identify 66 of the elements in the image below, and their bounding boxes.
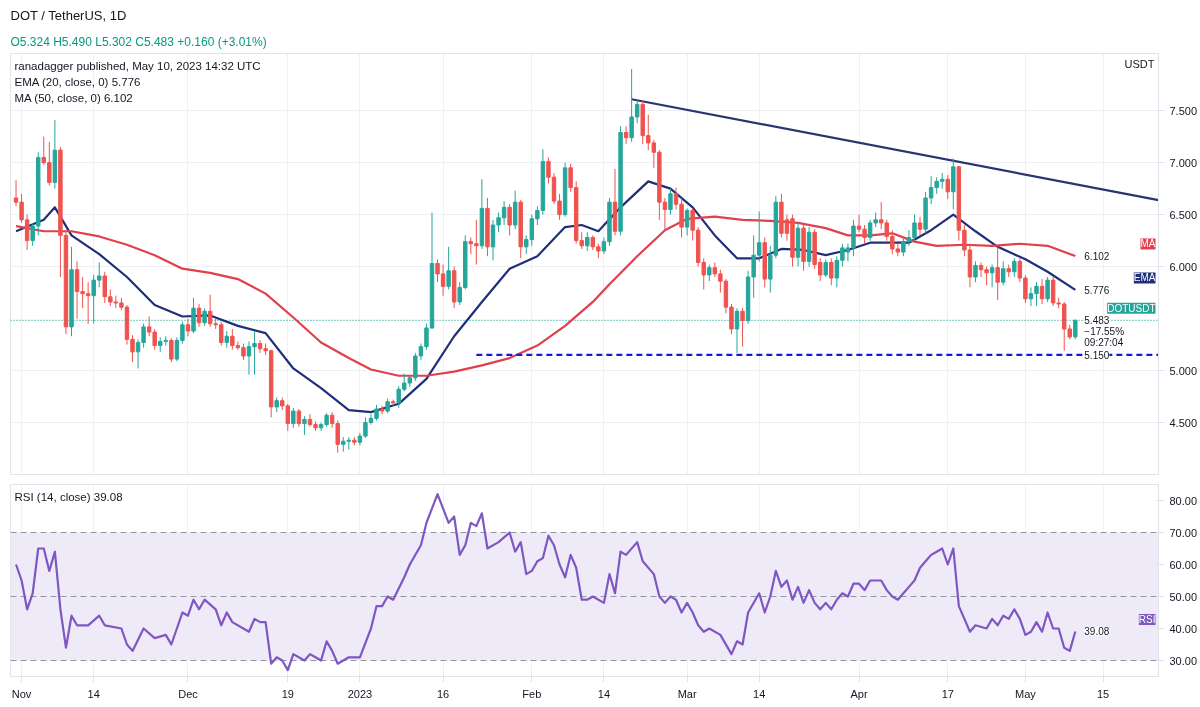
y-tick-label: 80.00: [1169, 494, 1198, 507]
annotation: 5.150: [1084, 349, 1110, 361]
candlestick: [829, 257, 834, 286]
x-tick-label: 14: [753, 687, 766, 700]
annotation: 5.483: [1084, 315, 1110, 327]
y-tick-label: 7.000: [1169, 156, 1198, 169]
candlestick: [512, 190, 518, 230]
chart-subtitle: O5.324 H5.490 L5.302 C5.483 +0.160 (+3.01%): [10, 34, 267, 49]
annotation: MA (50, close, 0) 6.102: [14, 91, 133, 104]
x-tick-label: 14: [597, 687, 611, 700]
x-tick-label: 15: [1096, 687, 1110, 700]
ref-line-label: DOTUSDT: [1107, 302, 1156, 314]
text: MA: [1140, 238, 1156, 250]
x-tick-label: 17: [941, 687, 954, 700]
candlestick: [169, 337, 174, 363]
y-tick-label: 60.00: [1169, 558, 1198, 571]
chart-title: DOT / TetherUS, 1D: [10, 7, 127, 23]
y-tick-label: 7.500: [1169, 104, 1198, 117]
candlestick: [945, 174, 950, 200]
candlestick: [185, 318, 191, 337]
y-tick-label: 6.500: [1169, 208, 1198, 221]
y-tick-label: 30.00: [1169, 654, 1198, 667]
annotation: 6.102: [1084, 251, 1110, 262]
x-tick-label: 19: [281, 687, 294, 700]
candlestick: [1012, 257, 1017, 278]
candlestick: [1045, 276, 1050, 303]
candlestick: [507, 203, 512, 236]
line-series: [14, 180, 1077, 414]
y-axis-title: USDT: [1124, 57, 1155, 70]
x-tick-label: 2023: [347, 687, 373, 700]
y-tick-label: 50.00: [1169, 590, 1198, 603]
y-tick-label: 40.00: [1169, 622, 1198, 635]
x-tick-label: Mar: [677, 687, 697, 700]
candlestick: [446, 246, 451, 290]
x-tick-label: Dec: [178, 687, 199, 700]
y-tick-label: 5.000: [1169, 364, 1198, 377]
candlestick: [1001, 260, 1006, 286]
candlestick: [995, 246, 1000, 301]
candlestick: [379, 405, 385, 415]
annotation: −17.55%: [1084, 325, 1125, 337]
candlestick: [668, 188, 673, 216]
x-tick-label: Nov: [11, 687, 32, 700]
annotation: 39.08: [1084, 626, 1110, 638]
annotation: 09:27:04: [1084, 336, 1124, 348]
candlestick: [973, 260, 978, 283]
text: RSI: [1138, 613, 1156, 625]
candlestick: [917, 216, 923, 236]
line-series: [14, 493, 1077, 672]
x-tick-label: Feb: [522, 687, 542, 700]
x-tick-label: May: [1015, 687, 1037, 700]
annotation: 5.776: [1084, 284, 1110, 296]
candlestick: [684, 207, 690, 236]
y-tick-label: 70.00: [1169, 526, 1198, 539]
x-tick-label: 16: [436, 687, 450, 700]
annotation: ranadagger published, May 10, 2023 14:32 UTC: [14, 59, 261, 72]
annotation: EMA (20, close, 0) 5.776: [14, 75, 141, 88]
annotation: RSI (14, close) 39.08: [14, 490, 123, 503]
candlestick: [302, 415, 307, 436]
x-tick-label: 14: [87, 687, 100, 700]
y-tick-label: 6.000: [1169, 260, 1198, 273]
candlestick: [291, 407, 296, 429]
y-tick-label: 4.500: [1169, 416, 1198, 429]
candlestick: [585, 231, 590, 252]
candlestick: [740, 307, 745, 348]
x-tick-label: Apr: [850, 687, 868, 700]
text: EMA: [1133, 272, 1156, 284]
